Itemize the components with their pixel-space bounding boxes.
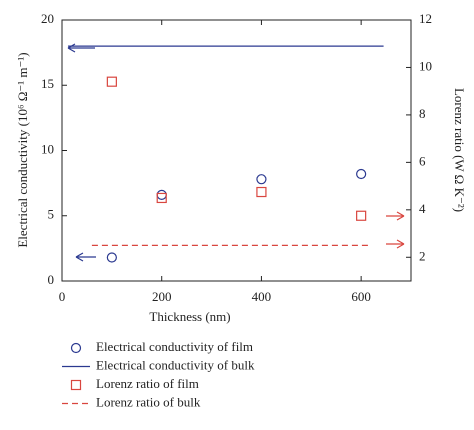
point xyxy=(156,189,167,200)
arrow xyxy=(386,239,405,249)
point xyxy=(106,76,117,87)
x-tick-label: 600 xyxy=(351,289,371,304)
legend-label: Electrical conductivity of bulk xyxy=(96,357,255,372)
legend-marker xyxy=(70,379,82,391)
legend-label: Lorenz ratio of film xyxy=(96,376,199,391)
plot-frame xyxy=(61,19,412,282)
legend-label: Lorenz ratio of bulk xyxy=(96,394,201,409)
y2-tick-label: 4 xyxy=(419,201,426,216)
arrow xyxy=(386,211,405,221)
legend-label: Electrical conductivity of film xyxy=(96,339,253,354)
point xyxy=(256,186,267,198)
x-tick-label: 0 xyxy=(59,289,66,304)
x-axis-title: Thickness (nm) xyxy=(149,309,230,324)
y-tick-label: 5 xyxy=(48,207,55,222)
y2-tick-label: 6 xyxy=(419,153,426,168)
x-tick-label: 200 xyxy=(152,289,172,304)
y2-axis-title: Lorenz ratio (W Ω K⁻²) xyxy=(452,88,467,212)
y-tick-label: 20 xyxy=(41,11,54,26)
point xyxy=(156,192,167,204)
y2-tick-label: 8 xyxy=(419,106,426,121)
y-tick-label: 10 xyxy=(41,141,54,156)
annotation-arrows xyxy=(67,43,405,262)
point xyxy=(256,174,267,185)
point xyxy=(356,210,367,221)
arrow xyxy=(75,252,96,262)
point xyxy=(106,252,117,263)
y-axis-title: Electrical conductivity (10⁶ Ω⁻¹ m⁻¹) xyxy=(15,52,30,247)
legend-marker xyxy=(70,342,82,354)
y2-tick-label: 12 xyxy=(419,11,432,26)
arrow xyxy=(67,43,95,53)
y2-tick-label: 2 xyxy=(419,248,426,263)
y-tick-label: 15 xyxy=(41,76,54,91)
y-tick-label: 0 xyxy=(48,272,55,287)
y2-tick-label: 10 xyxy=(419,58,432,73)
point xyxy=(356,168,367,180)
x-tick-label: 400 xyxy=(252,289,272,304)
